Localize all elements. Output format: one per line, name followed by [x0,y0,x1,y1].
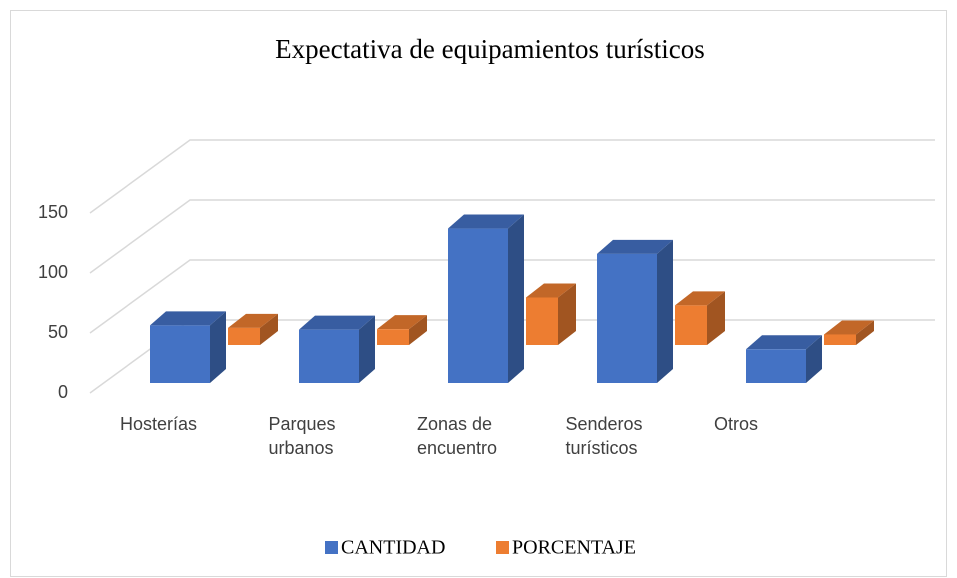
bar [526,283,576,345]
bar-front [377,329,409,345]
bar-side [657,239,673,383]
bar [150,311,226,383]
bar [299,315,375,383]
x-tick-label: Parques urbanos [268,414,336,458]
bar [228,313,278,345]
grid-line [89,259,935,334]
legend-label: CANTIDAD [341,537,445,559]
bar [824,320,874,345]
bar-side [806,335,822,383]
bar [448,214,524,383]
y-tick-label: 0 [58,382,68,402]
bar-top [824,320,874,335]
grid-line [89,199,935,274]
bar-side [508,214,524,383]
bar-front [228,327,260,345]
bar [377,315,427,345]
bar-top [377,315,427,330]
legend-swatch [496,541,509,554]
bar-top [228,313,278,328]
legend-label: PORCENTAJE [512,537,636,559]
bar-side [558,283,576,345]
bar [597,239,673,383]
bar-front [824,334,856,345]
x-tick-label: Zonas de encuentro [417,414,498,458]
bar-side [856,320,874,345]
x-tick-label: Hosterías [120,414,198,434]
bar-front [299,329,359,383]
chart-title: Expectativa de equipamientos turísticos [275,34,705,64]
bar-top [299,315,375,330]
bar-front [526,297,558,345]
bar-side [210,311,226,383]
bar [675,291,725,345]
bar-top [597,239,673,254]
bar-top [746,335,822,350]
x-tick-label: Senderos turísticos [565,414,643,458]
bar-front [448,228,508,383]
bar-top [150,311,226,326]
x-tick-label: Otros [714,414,759,434]
bar [746,335,822,383]
y-tick-label: 100 [38,262,68,282]
bar-side [260,313,278,345]
bar-front [675,305,707,345]
bar-top [448,214,524,229]
bar-front [746,349,806,383]
bar-side [359,315,375,383]
y-tick-label: 50 [48,322,68,342]
bar-top [675,291,725,306]
grid-line [89,139,935,214]
legend-swatch [325,541,338,554]
bar-top [526,283,576,298]
y-tick-label: 150 [38,202,68,222]
bar-side [409,315,427,345]
bar-side [707,291,725,345]
bar-front [597,253,657,383]
bar-front [150,325,210,383]
chart-border [10,10,947,577]
